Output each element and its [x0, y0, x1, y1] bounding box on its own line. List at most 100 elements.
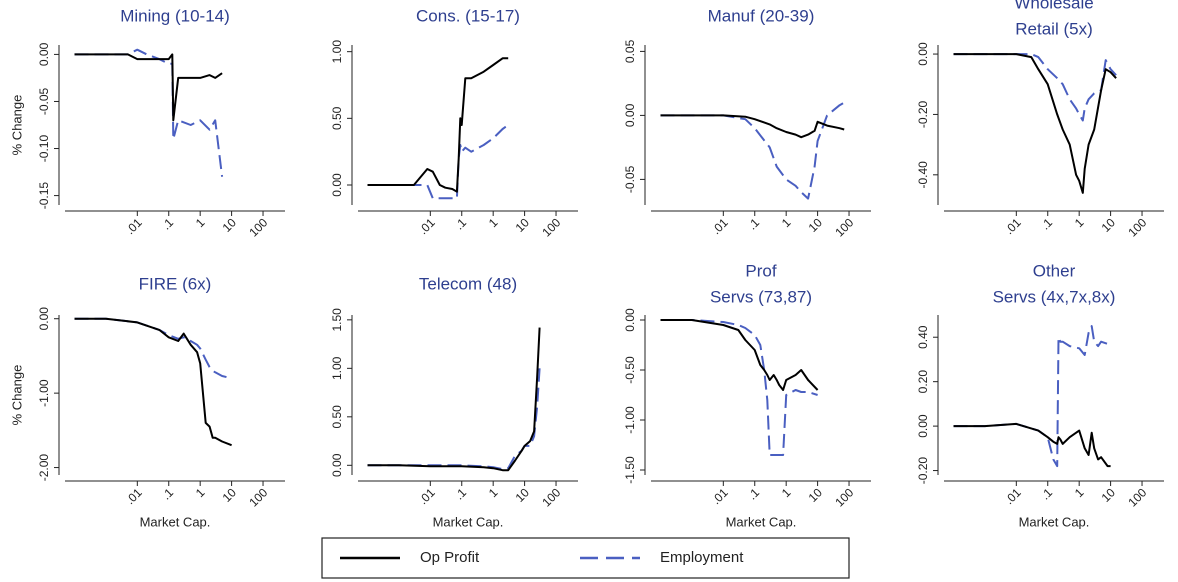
chart-title: Servs (73,87) — [710, 287, 812, 306]
x-tick-label: 1 — [1072, 485, 1087, 500]
x-tick-label: 1 — [1072, 215, 1087, 230]
y-tick-label: -0.10 — [37, 135, 51, 163]
y-tick-label: -2.00 — [37, 454, 51, 482]
y-tick-label: 0.40 — [916, 325, 930, 349]
y-tick-label: 0.50 — [330, 405, 344, 429]
x-tick-label: .01 — [1002, 215, 1024, 237]
y-tick-label: -1.50 — [623, 456, 637, 484]
x-tick-label: 10 — [220, 485, 240, 505]
series-line — [367, 124, 509, 200]
chart-title: Retail (5x) — [1015, 19, 1092, 38]
x-tick-label: .01 — [416, 485, 438, 507]
y-tick-label: -0.15 — [37, 182, 51, 210]
x-axis-label: Market Cap. — [1019, 514, 1090, 529]
y-tick-label: -0.20 — [916, 457, 930, 485]
x-tick-label: 10 — [806, 485, 826, 505]
y-axis-label: % Change — [9, 95, 24, 156]
x-tick-label: .1 — [452, 485, 469, 502]
y-tick-label: 0.05 — [623, 39, 637, 63]
x-tick-label: .01 — [709, 215, 731, 237]
y-tick-label: 0.00 — [37, 307, 51, 331]
chart-title: Other — [1033, 261, 1076, 280]
x-tick-label: 1 — [779, 215, 794, 230]
y-tick-label: 1.00 — [330, 40, 344, 64]
x-tick-label: .01 — [416, 215, 438, 237]
y-axis-label: % Change — [9, 365, 24, 426]
x-tick-label: .1 — [452, 215, 469, 232]
x-tick-label: 10 — [220, 215, 240, 235]
x-tick-label: 1 — [486, 485, 501, 500]
series-line — [660, 114, 845, 139]
chart-title: Mining (10-14) — [120, 6, 230, 25]
x-tick-label: .1 — [1038, 215, 1055, 232]
x-tick-label: .01 — [123, 215, 145, 237]
x-tick-label: 100 — [1125, 215, 1149, 239]
y-tick-label: -0.20 — [916, 100, 930, 128]
y-tick-label: -1.00 — [37, 379, 51, 407]
x-axis-label: Market Cap. — [726, 514, 797, 529]
y-tick-label: 0.00 — [330, 453, 344, 477]
legend-box — [321, 537, 850, 579]
series-line — [953, 422, 1111, 468]
series-line — [74, 48, 224, 177]
y-tick-label: -0.40 — [916, 161, 930, 189]
x-tick-label: .1 — [745, 485, 762, 502]
x-tick-label: 1 — [193, 215, 208, 230]
x-tick-label: .1 — [745, 215, 762, 232]
series-line — [953, 325, 1111, 468]
y-tick-label: 0.00 — [37, 42, 51, 66]
y-tick-label: 0.00 — [916, 42, 930, 66]
x-tick-label: 100 — [246, 215, 270, 239]
legend-label: Employment — [660, 549, 744, 566]
x-tick-label: .01 — [1002, 485, 1024, 507]
x-tick-label: .1 — [159, 485, 176, 502]
legend-label: Op Profit — [420, 549, 480, 566]
chart-title: Wholesale — [1014, 0, 1093, 12]
series-line — [953, 53, 1117, 194]
x-axis-label: Market Cap. — [433, 514, 504, 529]
series-line — [74, 317, 232, 380]
series-line — [367, 57, 509, 193]
x-tick-label: 100 — [246, 485, 270, 509]
x-tick-label: 100 — [539, 485, 563, 509]
series-line — [367, 368, 541, 471]
x-tick-label: 10 — [806, 215, 826, 235]
x-tick-label: 10 — [1099, 485, 1119, 505]
series-line — [367, 327, 541, 472]
chart-title: Telecom (48) — [419, 274, 517, 293]
y-tick-label: 0.00 — [623, 308, 637, 332]
chart-title: FIRE (6x) — [139, 274, 212, 293]
series-line — [74, 317, 232, 447]
y-tick-label: 0.00 — [330, 173, 344, 197]
y-tick-label: 1.00 — [330, 356, 344, 380]
y-tick-label: -1.00 — [623, 406, 637, 434]
x-tick-label: .1 — [159, 215, 176, 232]
x-axis-label: Market Cap. — [140, 514, 211, 529]
y-tick-label: 0.00 — [623, 103, 637, 127]
series-line — [74, 53, 223, 122]
x-tick-label: 10 — [1099, 215, 1119, 235]
x-tick-label: 100 — [832, 215, 856, 239]
series-line — [660, 319, 819, 391]
series-line — [660, 319, 818, 456]
x-tick-label: 10 — [513, 485, 533, 505]
x-tick-label: 1 — [486, 215, 501, 230]
y-tick-label: -0.50 — [623, 356, 637, 384]
x-tick-label: 1 — [779, 485, 794, 500]
x-tick-label: 100 — [539, 215, 563, 239]
chart-title: Servs (4x,7x,8x) — [993, 287, 1116, 306]
x-tick-label: 1 — [193, 485, 208, 500]
y-tick-label: 1.50 — [330, 308, 344, 332]
x-tick-label: 10 — [513, 215, 533, 235]
x-tick-label: 100 — [832, 485, 856, 509]
series-line — [660, 101, 845, 200]
x-tick-label: .01 — [709, 485, 731, 507]
chart-title: Cons. (15-17) — [416, 6, 520, 25]
y-tick-label: 0.50 — [330, 106, 344, 130]
chart-title: Prof — [745, 261, 776, 280]
y-tick-label: 0.00 — [916, 414, 930, 438]
y-tick-label: -0.05 — [623, 165, 637, 193]
x-tick-label: 100 — [1125, 485, 1149, 509]
y-tick-label: 0.20 — [916, 370, 930, 394]
